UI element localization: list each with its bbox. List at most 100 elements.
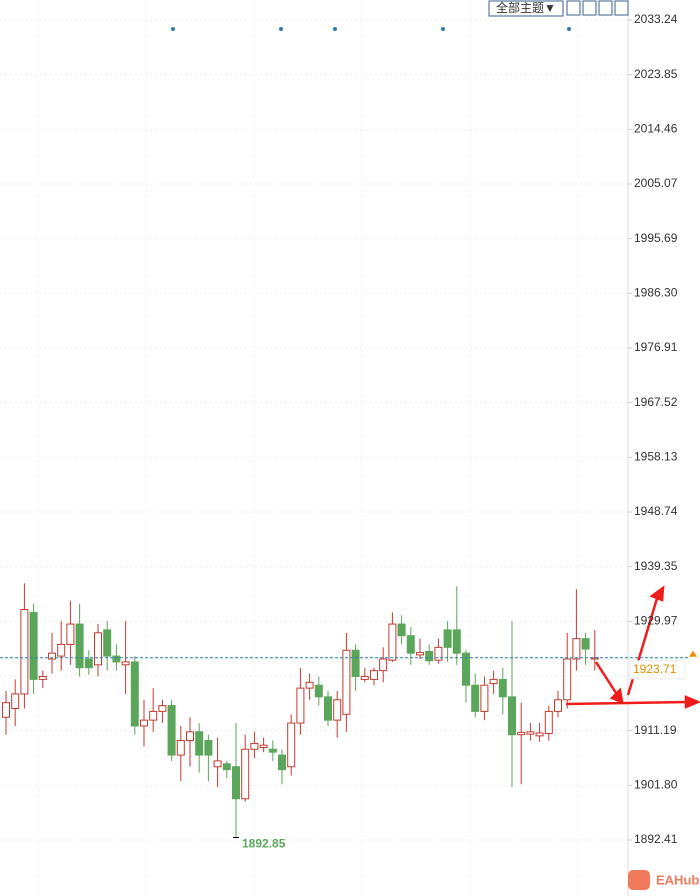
theme-button[interactable] [488, 0, 564, 17]
candle-body [287, 722, 296, 768]
y-tick-label: 1995.69 [634, 231, 678, 245]
tool-button[interactable] [598, 0, 613, 16]
candle-body [544, 710, 553, 735]
candle-body [471, 684, 480, 712]
candle-body [462, 652, 470, 686]
arrow-head [649, 585, 665, 602]
candle-body [554, 699, 562, 712]
event-marker [567, 27, 571, 31]
toolbar: 全部主题▼ [488, 0, 629, 17]
tool-button[interactable] [566, 0, 581, 16]
candle-body [176, 740, 185, 756]
y-tick-label: 2014.46 [634, 122, 678, 136]
candle-body [305, 681, 314, 689]
candle-body [324, 696, 332, 721]
candle-body [121, 661, 130, 666]
candle-body [535, 732, 544, 737]
candle-body [94, 632, 102, 666]
candle-body [572, 638, 581, 660]
candle-body [406, 635, 415, 654]
candle-body [84, 658, 93, 669]
last-price-pointer [689, 650, 697, 657]
y-tick-label: 1929.97 [634, 613, 678, 627]
candle-body [351, 649, 360, 677]
candle-body [498, 678, 507, 698]
arrow [565, 700, 689, 706]
candle-body [526, 731, 535, 735]
candle-body [75, 623, 84, 669]
marks [2, 583, 599, 838]
arrow-head [684, 695, 700, 709]
candle-body [38, 675, 47, 680]
candle-body [204, 740, 213, 756]
candle-body [241, 748, 250, 800]
candle-body [370, 670, 378, 680]
candle-body [103, 629, 112, 657]
y-tick-label: 1986.30 [634, 285, 678, 299]
candle-body [397, 623, 406, 637]
tool-button[interactable] [614, 0, 629, 16]
candle-body [158, 705, 167, 712]
theme-button-text[interactable]: 全部主题▼ [496, 0, 556, 15]
candle-body [278, 754, 286, 771]
candle-body [590, 657, 599, 660]
y-tick-label: 1958.13 [634, 450, 678, 464]
candle-body [250, 742, 259, 750]
candle-body [232, 766, 240, 800]
candle-body [581, 638, 590, 650]
low-annotation: 1892.85 [242, 837, 286, 851]
candle-body [517, 731, 526, 736]
candle-body [11, 693, 20, 709]
y-tick-label: 2023.85 [634, 67, 678, 81]
event-markers [171, 27, 571, 31]
candle-body [489, 678, 498, 684]
tool-button[interactable] [582, 0, 597, 16]
candle-body [296, 687, 305, 724]
candle-body [388, 623, 397, 661]
y-tick-label: 1892.41 [634, 832, 678, 846]
y-tick-label: 1967.52 [634, 395, 678, 409]
candle-body [508, 696, 516, 736]
event-marker [441, 27, 445, 31]
candle-body [379, 658, 388, 672]
watermark: EAHub [656, 872, 699, 887]
candle-body [222, 763, 231, 771]
candle-body [434, 646, 443, 661]
candle-body [2, 702, 10, 718]
candle-body [112, 655, 121, 663]
candle-body [314, 684, 323, 698]
y-tick-label: 1911.19 [634, 723, 677, 737]
y-tick-label: 1939.35 [634, 559, 678, 573]
candle-body [425, 650, 434, 662]
candle-body [342, 649, 351, 715]
arrow-head [609, 687, 624, 704]
candle-body [213, 760, 222, 768]
candle-body [443, 629, 452, 648]
candle-body [259, 744, 268, 749]
candle-body [48, 652, 56, 660]
candle-body [29, 611, 38, 680]
candle-body [149, 710, 158, 721]
candle-body [480, 684, 489, 712]
last-price-box [629, 660, 686, 680]
candle-body [57, 643, 66, 657]
candle-body [20, 609, 29, 695]
y-tick-label: 2005.07 [634, 176, 678, 190]
event-marker [333, 27, 337, 31]
candle-body [186, 731, 194, 742]
candle-body [268, 748, 277, 753]
candle-body [452, 629, 461, 654]
candle-body [416, 652, 424, 656]
watermark-icon [628, 870, 650, 890]
candle-body [563, 658, 572, 701]
y-tick-label: 1976.91 [634, 340, 678, 354]
event-marker [279, 27, 283, 31]
candle-body [195, 731, 204, 756]
last-price-label: 1923.71 [633, 662, 677, 676]
candle-body [130, 661, 139, 727]
candle-body [360, 675, 369, 680]
arrow [594, 661, 620, 697]
candle-body [140, 719, 148, 727]
candle-body [167, 705, 176, 756]
